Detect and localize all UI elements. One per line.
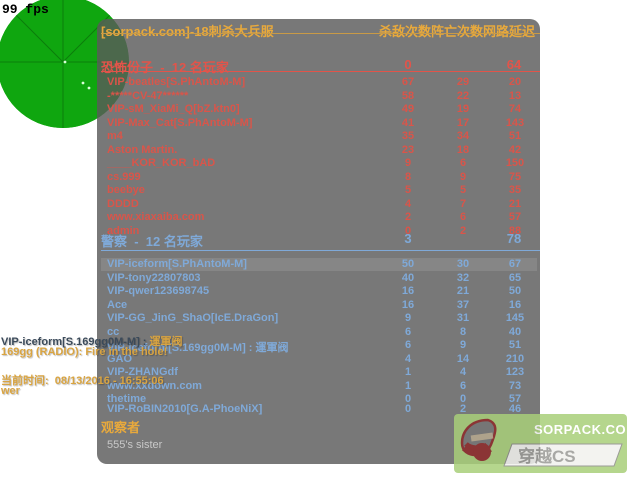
svg-text:穿越CS: 穿越CS (518, 446, 576, 466)
svg-text:SORPACK.COM: SORPACK.COM (534, 422, 627, 437)
